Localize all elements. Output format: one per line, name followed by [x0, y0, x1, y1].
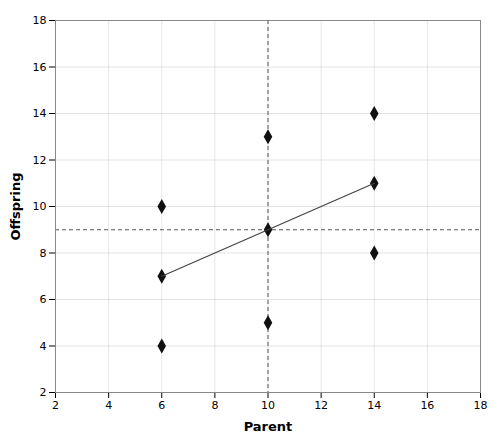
svg-text:4: 4	[40, 340, 47, 353]
svg-text:18: 18	[474, 399, 488, 412]
svg-text:6: 6	[40, 293, 47, 306]
svg-text:10: 10	[33, 200, 47, 213]
svg-text:Parent: Parent	[244, 419, 293, 434]
svg-text:12: 12	[314, 399, 328, 412]
svg-text:Offspring: Offspring	[8, 172, 23, 240]
svg-text:14: 14	[367, 399, 381, 412]
svg-text:8: 8	[211, 399, 218, 412]
svg-text:4: 4	[105, 399, 112, 412]
svg-text:6: 6	[158, 399, 165, 412]
svg-text:12: 12	[33, 154, 47, 167]
svg-text:2: 2	[40, 386, 47, 399]
svg-text:10: 10	[261, 399, 275, 412]
svg-text:8: 8	[40, 247, 47, 260]
svg-text:16: 16	[33, 61, 47, 74]
svg-text:18: 18	[33, 14, 47, 27]
svg-text:2: 2	[52, 399, 59, 412]
svg-text:16: 16	[420, 399, 434, 412]
svg-text:14: 14	[33, 107, 47, 120]
